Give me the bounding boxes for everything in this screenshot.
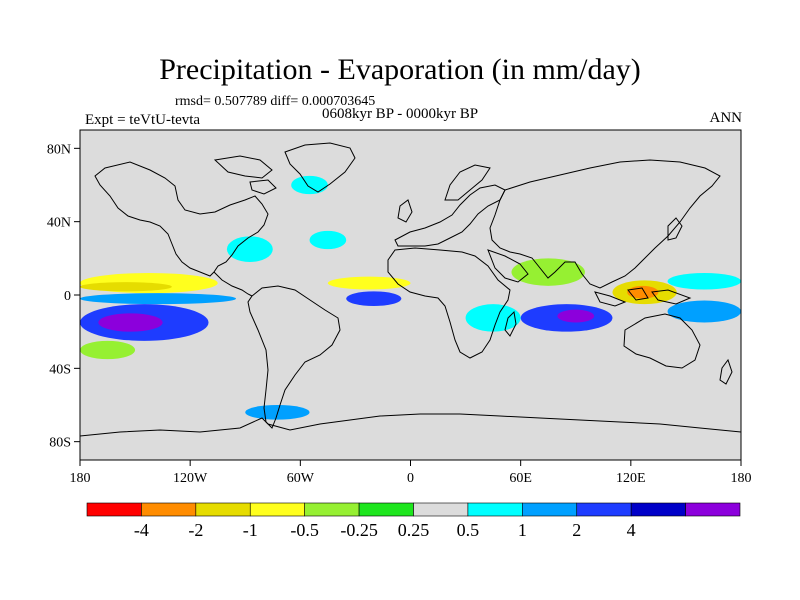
- coastline-arabia: [487, 249, 529, 283]
- coastline-north-america: [94, 161, 269, 277]
- colorbar-label: -4: [134, 520, 149, 540]
- colorbar-swatch: [467, 502, 523, 517]
- anomaly-region-1: [80, 282, 172, 292]
- coastline-indonesia: [594, 287, 692, 307]
- anomaly-region-5: [80, 340, 136, 360]
- coastline-madagascar: [504, 310, 517, 337]
- coastline-scandinavia: [444, 164, 491, 201]
- colorbar-swatch: [358, 502, 414, 517]
- colorbar-swatch: [86, 502, 142, 517]
- x-tick-label: 120E: [616, 471, 646, 486]
- colorbar-label: 2: [572, 520, 581, 540]
- anomaly-region-7: [346, 291, 402, 306]
- coastline-antarctica: [80, 413, 741, 437]
- rmsd-diff-stats: rmsd= 0.507789 diff= 0.000703645: [175, 94, 376, 109]
- map-title: Precipitation - Evaporation (in mm/day): [159, 53, 641, 86]
- coastline-britain: [397, 199, 413, 223]
- y-tick-label: 80N: [47, 142, 71, 157]
- colorbar-label: 0.25: [398, 520, 430, 540]
- coastline-arctic-islands: [213, 155, 277, 195]
- anomaly-region-16: [667, 300, 741, 323]
- colorbar-label: -2: [188, 520, 203, 540]
- x-tick-label: 180: [731, 471, 752, 486]
- coastlines: [80, 142, 741, 437]
- coastline-central-america: [213, 271, 253, 297]
- coastline-asia: [489, 159, 721, 289]
- x-tick-label: 60E: [509, 471, 532, 486]
- y-tick-label: 40S: [49, 362, 71, 377]
- coastline-new-zealand: [719, 358, 733, 385]
- colorbar-swatch: [413, 502, 469, 517]
- y-tick-label: 40N: [47, 216, 71, 231]
- coastline-japan: [667, 217, 683, 241]
- colorbar-label: -1: [243, 520, 258, 540]
- coastline-greenland: [284, 142, 356, 193]
- x-tick-label: 0: [407, 471, 414, 486]
- coastline-south-america: [247, 285, 341, 429]
- colorbar-label: 1: [518, 520, 527, 540]
- x-tick-label: 180: [70, 471, 91, 486]
- latitude-axis: 80N 40N 0 40S 80S: [47, 142, 80, 451]
- anomaly-region-2: [80, 293, 237, 305]
- x-tick-label: 120W: [173, 471, 208, 486]
- colorbar-swatch: [249, 502, 305, 517]
- anomaly-field: [80, 175, 741, 420]
- anomaly-region-6: [327, 276, 411, 290]
- colorbar-swatch: [304, 502, 360, 517]
- y-tick-label: 80S: [49, 436, 71, 451]
- anomaly-region-9: [226, 236, 273, 262]
- colorbar-label: 0.5: [457, 520, 480, 540]
- anomaly-region-12: [557, 309, 595, 323]
- y-tick-label: 0: [64, 289, 71, 304]
- period-label: 0608kyr BP - 0000kyr BP: [321, 106, 479, 122]
- colorbar: -4 -2 -1 -0.5 -0.25 0.25 0.5 1 2 4: [86, 502, 741, 540]
- coastline-africa: [387, 247, 511, 359]
- experiment-label: Expt = teVtU-tevta: [85, 112, 201, 128]
- anomaly-region-4: [98, 313, 163, 332]
- coastline-australia: [623, 313, 701, 369]
- anomaly-region-17: [667, 273, 741, 290]
- colorbar-label: -0.25: [340, 520, 378, 540]
- colorbar-swatch: [195, 502, 251, 517]
- colorbar-swatch: [576, 502, 632, 517]
- anomaly-region-13: [511, 258, 585, 286]
- anomaly-region-10: [465, 304, 521, 332]
- season-label: ANN: [709, 110, 743, 126]
- anomaly-region-19: [291, 175, 328, 195]
- colorbar-swatch: [522, 502, 578, 517]
- colorbar-label: 4: [627, 520, 636, 540]
- colorbar-swatch: [630, 502, 686, 517]
- anomaly-region-8: [309, 230, 347, 250]
- longitude-axis: 180 120W 60W 0 60E 120E 180: [70, 460, 752, 486]
- colorbar-label: -0.5: [290, 520, 319, 540]
- x-tick-label: 60W: [287, 471, 315, 486]
- colorbar-swatch: [141, 502, 197, 517]
- colorbar-swatch: [685, 502, 741, 517]
